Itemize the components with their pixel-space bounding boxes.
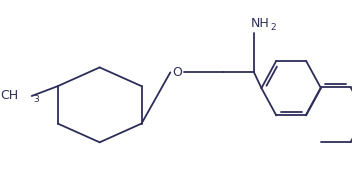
Text: O: O — [172, 66, 182, 79]
Text: NH: NH — [251, 17, 270, 30]
Text: 3: 3 — [34, 96, 40, 104]
Text: 2: 2 — [271, 23, 276, 32]
Text: CH: CH — [1, 90, 19, 103]
